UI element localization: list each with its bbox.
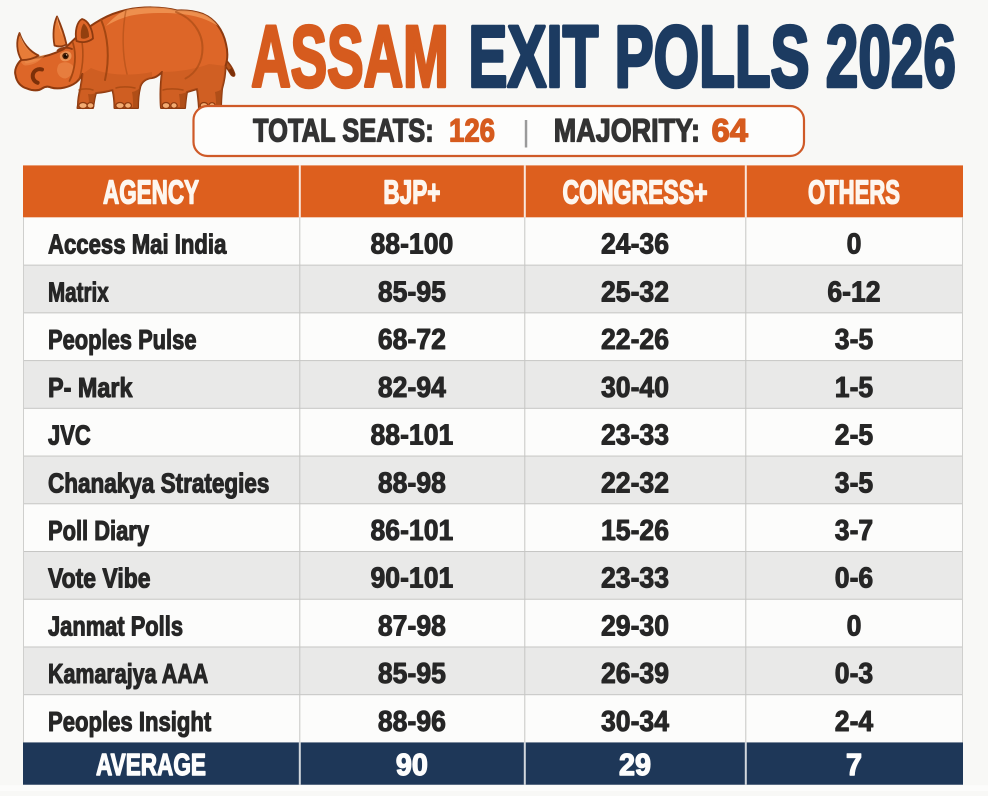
svg-text:EXIT POLLS 2026: EXIT POLLS 2026	[468, 9, 956, 106]
svg-text:126: 126	[449, 112, 495, 148]
svg-text:Janmat Polls: Janmat Polls	[48, 610, 183, 641]
svg-text:22-32: 22-32	[601, 467, 669, 499]
svg-text:68-72: 68-72	[378, 324, 446, 356]
svg-text:0-6: 0-6	[835, 563, 873, 595]
svg-text:15-26: 15-26	[601, 515, 669, 547]
svg-text:Kamarajya AAA: Kamarajya AAA	[48, 658, 208, 689]
svg-text:MAJORITY:: MAJORITY:	[554, 112, 700, 148]
svg-text:0-3: 0-3	[835, 658, 873, 690]
svg-text:0: 0	[847, 229, 862, 261]
svg-text:0: 0	[847, 610, 862, 642]
svg-text:29: 29	[619, 747, 651, 782]
svg-text:87-98: 87-98	[378, 610, 446, 642]
svg-text:1-5: 1-5	[835, 372, 873, 404]
svg-text:3-5: 3-5	[835, 467, 873, 499]
svg-text:90: 90	[396, 747, 428, 782]
svg-text:Matrix: Matrix	[48, 276, 109, 307]
svg-text:90-101: 90-101	[371, 563, 454, 595]
svg-text:23-33: 23-33	[601, 563, 669, 595]
svg-text:AGENCY: AGENCY	[103, 174, 199, 211]
svg-text:24-36: 24-36	[601, 229, 669, 261]
svg-text:64: 64	[712, 112, 749, 148]
svg-text:3-7: 3-7	[835, 515, 873, 547]
svg-text:25-32: 25-32	[601, 276, 669, 308]
svg-text:88-98: 88-98	[378, 467, 446, 499]
svg-text:Peoples Insight: Peoples Insight	[48, 706, 211, 737]
svg-text:Poll Diary: Poll Diary	[48, 515, 149, 546]
svg-text:JVC: JVC	[48, 420, 91, 451]
svg-text:TOTAL SEATS:: TOTAL SEATS:	[253, 112, 434, 148]
svg-text:2-5: 2-5	[835, 420, 873, 452]
svg-text:86-101: 86-101	[371, 515, 454, 547]
svg-text:88-100: 88-100	[371, 229, 454, 261]
svg-text:85-95: 85-95	[378, 658, 446, 690]
svg-text:22-26: 22-26	[601, 324, 669, 356]
svg-text:2-4: 2-4	[835, 706, 873, 738]
svg-text:3-5: 3-5	[835, 324, 873, 356]
svg-text:30-40: 30-40	[601, 372, 669, 404]
svg-text:OTHERS: OTHERS	[808, 174, 900, 211]
svg-text:30-34: 30-34	[601, 706, 669, 738]
svg-text:7: 7	[846, 747, 862, 782]
svg-text:88-96: 88-96	[378, 706, 446, 738]
svg-text:85-95: 85-95	[378, 276, 446, 308]
svg-text:P- Mark: P- Mark	[48, 372, 133, 403]
svg-text:Vote Vibe: Vote Vibe	[48, 563, 151, 594]
svg-text:Chanakya Strategies: Chanakya Strategies	[48, 467, 269, 498]
svg-text:26-39: 26-39	[601, 658, 669, 690]
svg-text:CONGRESS+: CONGRESS+	[563, 174, 708, 211]
svg-text:ASSAM: ASSAM	[251, 9, 449, 106]
svg-text:BJP+: BJP+	[383, 174, 440, 211]
svg-text:|: |	[522, 115, 530, 148]
svg-text:Peoples Pulse: Peoples Pulse	[48, 324, 197, 355]
svg-text:88-101: 88-101	[371, 420, 454, 452]
svg-text:82-94: 82-94	[378, 372, 446, 404]
svg-text:6-12: 6-12	[827, 276, 880, 308]
svg-text:23-33: 23-33	[601, 420, 669, 452]
svg-text:Access Mai India: Access Mai India	[48, 229, 227, 260]
svg-text:29-30: 29-30	[601, 610, 669, 642]
svg-text:AVERAGE: AVERAGE	[96, 747, 206, 782]
